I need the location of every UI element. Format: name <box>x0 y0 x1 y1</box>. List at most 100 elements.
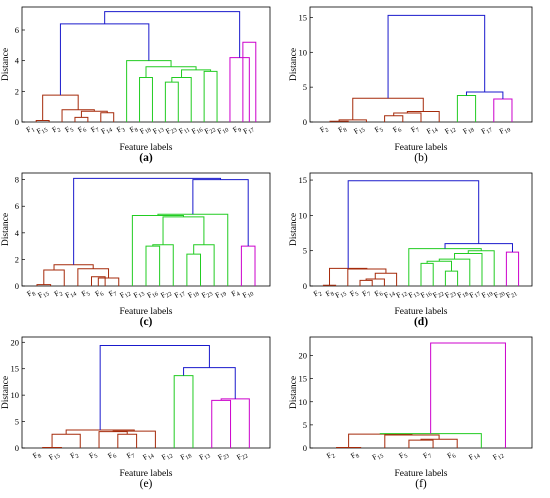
dendrogram-link <box>42 446 62 448</box>
dendrogram-link <box>171 77 192 122</box>
leaf-label: F15 <box>35 123 49 138</box>
leaf-label: F6 <box>76 123 88 136</box>
dendrogram-link <box>408 248 482 286</box>
dendrogram-link <box>162 216 205 245</box>
leaf-label: F8 <box>349 449 361 462</box>
dendrogram-link <box>164 81 179 122</box>
leaf-label: F2 <box>318 123 330 136</box>
leaf-label: F22 <box>235 449 249 464</box>
leaf-label: F14 <box>99 123 113 138</box>
leaf-label: F6 <box>93 287 105 300</box>
leaf-label: F7 <box>360 287 372 300</box>
plot-frame <box>21 6 271 123</box>
leaf-label: F18 <box>138 123 152 138</box>
dendrogram-link <box>387 14 486 99</box>
leaf-label: F23 <box>200 287 214 302</box>
leaf-label: F6 <box>106 449 118 462</box>
dendrogram-link <box>131 215 184 286</box>
leaf-label: F14 <box>64 287 78 302</box>
leaf-label: F8 <box>324 287 336 300</box>
leaf-label: F6 <box>445 449 457 462</box>
y-tick-label: 15 <box>299 374 308 384</box>
leaf-label: F12 <box>443 123 457 138</box>
y-axis-label: Distance <box>289 213 299 246</box>
leaf-label: F18 <box>186 287 200 302</box>
leaf-label: F13 <box>197 449 211 464</box>
dendrogram-link <box>173 375 194 448</box>
y-tick-label: 2 <box>15 86 19 96</box>
dendrogram-link <box>36 284 52 286</box>
leaf-label: F22 <box>203 123 217 138</box>
dendrogram-link <box>192 179 249 247</box>
dendrogram-link <box>408 439 434 448</box>
dendrogram-link <box>242 41 257 122</box>
dendrogram-link <box>420 262 434 286</box>
y-tick-label: 0 <box>303 443 307 453</box>
y-tick-label: 4 <box>15 56 20 66</box>
dendrogram-link <box>43 269 65 286</box>
dendrogram-link <box>126 60 172 122</box>
leaf-label: F21 <box>504 287 518 302</box>
dendrogram-link <box>152 244 174 286</box>
dendrogram-link <box>145 245 161 286</box>
dendrogram-link <box>359 279 373 286</box>
dendrogram-link <box>112 430 156 448</box>
dendrogram-link <box>430 342 506 448</box>
leaf-label: F14 <box>141 449 155 464</box>
dendrogram-link <box>73 177 222 265</box>
leaf-label: F10 <box>216 123 230 138</box>
y-tick-label: 10 <box>299 47 308 57</box>
leaf-label: F7 <box>89 123 101 136</box>
leaf-label: F23 <box>443 287 457 302</box>
dendrogram-link <box>347 180 480 269</box>
leaf-label: F2 <box>69 449 81 462</box>
leaf-label: F14 <box>425 123 439 138</box>
leaf-label: F6 <box>373 287 385 300</box>
leaf-label: F2 <box>312 287 324 300</box>
leaf-label: F15 <box>47 449 61 464</box>
leaf-label: F16 <box>145 287 159 302</box>
leaf-label: F9 <box>231 123 243 136</box>
leaf-label: F2 <box>53 287 65 300</box>
leaf-label: F5 <box>397 449 409 462</box>
panel-1: 0 5 10 15 F2 F8 F15 F5 F6 F7 F14 F12 F18 F17 F19 Featur… <box>289 6 533 164</box>
leaf-label: F12 <box>394 287 408 302</box>
dendrogram-link <box>74 116 89 122</box>
x-axis-label: Feature labels <box>394 469 447 479</box>
y-axis-label: Distance <box>1 48 11 81</box>
dendrogram-link <box>393 112 422 122</box>
dendrogram-link <box>505 251 520 286</box>
leaf-label: F18 <box>179 449 193 464</box>
y-tick-label: 0 <box>303 281 307 291</box>
leaf-label: F1 <box>24 123 36 136</box>
dendrogram-link <box>454 253 483 286</box>
leaf-label: F16 <box>419 287 433 302</box>
leaf-label: F15 <box>334 287 348 302</box>
leaf-label: F19 <box>480 287 494 302</box>
y-tick-label: 15 <box>11 364 20 374</box>
leaf-label: F11 <box>177 123 191 138</box>
y-tick-label: 10 <box>299 397 308 407</box>
y-tick-label: 4 <box>15 228 20 238</box>
plot-frame <box>21 336 271 449</box>
leaf-label: F3 <box>115 123 127 136</box>
dendrogram-link <box>379 433 482 448</box>
dendrogram-link <box>104 11 241 58</box>
leaf-label: F7 <box>421 449 433 462</box>
y-tick-label: 2 <box>15 254 19 264</box>
dendrogram-link <box>183 367 236 399</box>
y-tick-label: 5 <box>303 82 307 92</box>
dendrogram-link <box>65 429 135 435</box>
leaf-label: F4 <box>230 287 242 300</box>
y-tick-label: 20 <box>11 337 20 347</box>
dendrogram-link <box>181 69 212 78</box>
leaf-label: F18 <box>461 123 475 138</box>
dendrogram-link <box>42 94 79 121</box>
leaf-label: F17 <box>479 123 493 138</box>
dendrogram-link <box>438 258 471 286</box>
dendrogram-link <box>352 97 424 120</box>
leaf-label: F5 <box>373 123 385 136</box>
dendrogram-link <box>186 253 202 286</box>
